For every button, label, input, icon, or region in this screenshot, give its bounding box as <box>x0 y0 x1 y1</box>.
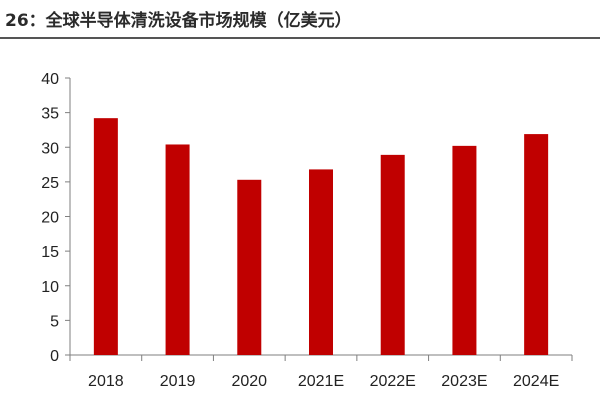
x-tick-label: 2023E <box>441 373 487 390</box>
bar-series <box>93 118 549 355</box>
x-tick-label: 2020 <box>231 373 267 390</box>
y-tick-label: 10 <box>41 279 59 296</box>
x-tick-label: 2021E <box>298 373 344 390</box>
y-tick-label: 15 <box>41 244 59 261</box>
y-tick-label: 5 <box>50 313 59 330</box>
y-tick-label: 0 <box>50 348 59 365</box>
x-axis: 2018 2019 2020 2021E 2022E 2023E 2024E <box>69 354 573 390</box>
bar-2024E <box>524 134 549 355</box>
bar-2020 <box>237 179 262 355</box>
y-tick-label: 25 <box>41 175 59 192</box>
chart-header: 26：全球半导体清洗设备市场规模（亿美元） <box>0 0 600 40</box>
bar-2019 <box>165 144 190 355</box>
chart-title: 26：全球半导体清洗设备市场规模（亿美元） <box>5 11 352 31</box>
y-tick-label: 30 <box>41 140 59 157</box>
x-tick-label: 2019 <box>160 373 196 390</box>
x-tick-label: 2024E <box>513 373 559 390</box>
y-tick-label: 35 <box>41 106 59 123</box>
y-tick-label: 40 <box>41 71 59 88</box>
y-tick-label: 20 <box>41 210 59 227</box>
x-tick-label: 2022E <box>370 373 416 390</box>
bar-2021E <box>309 169 333 355</box>
bar-2018 <box>93 118 118 355</box>
y-axis: 0 5 10 15 20 25 30 35 40 <box>41 71 71 365</box>
title-underline <box>0 37 600 39</box>
bar-2023E <box>452 145 477 355</box>
bar-2022E <box>380 154 405 355</box>
x-tick-label: 2018 <box>88 373 124 390</box>
